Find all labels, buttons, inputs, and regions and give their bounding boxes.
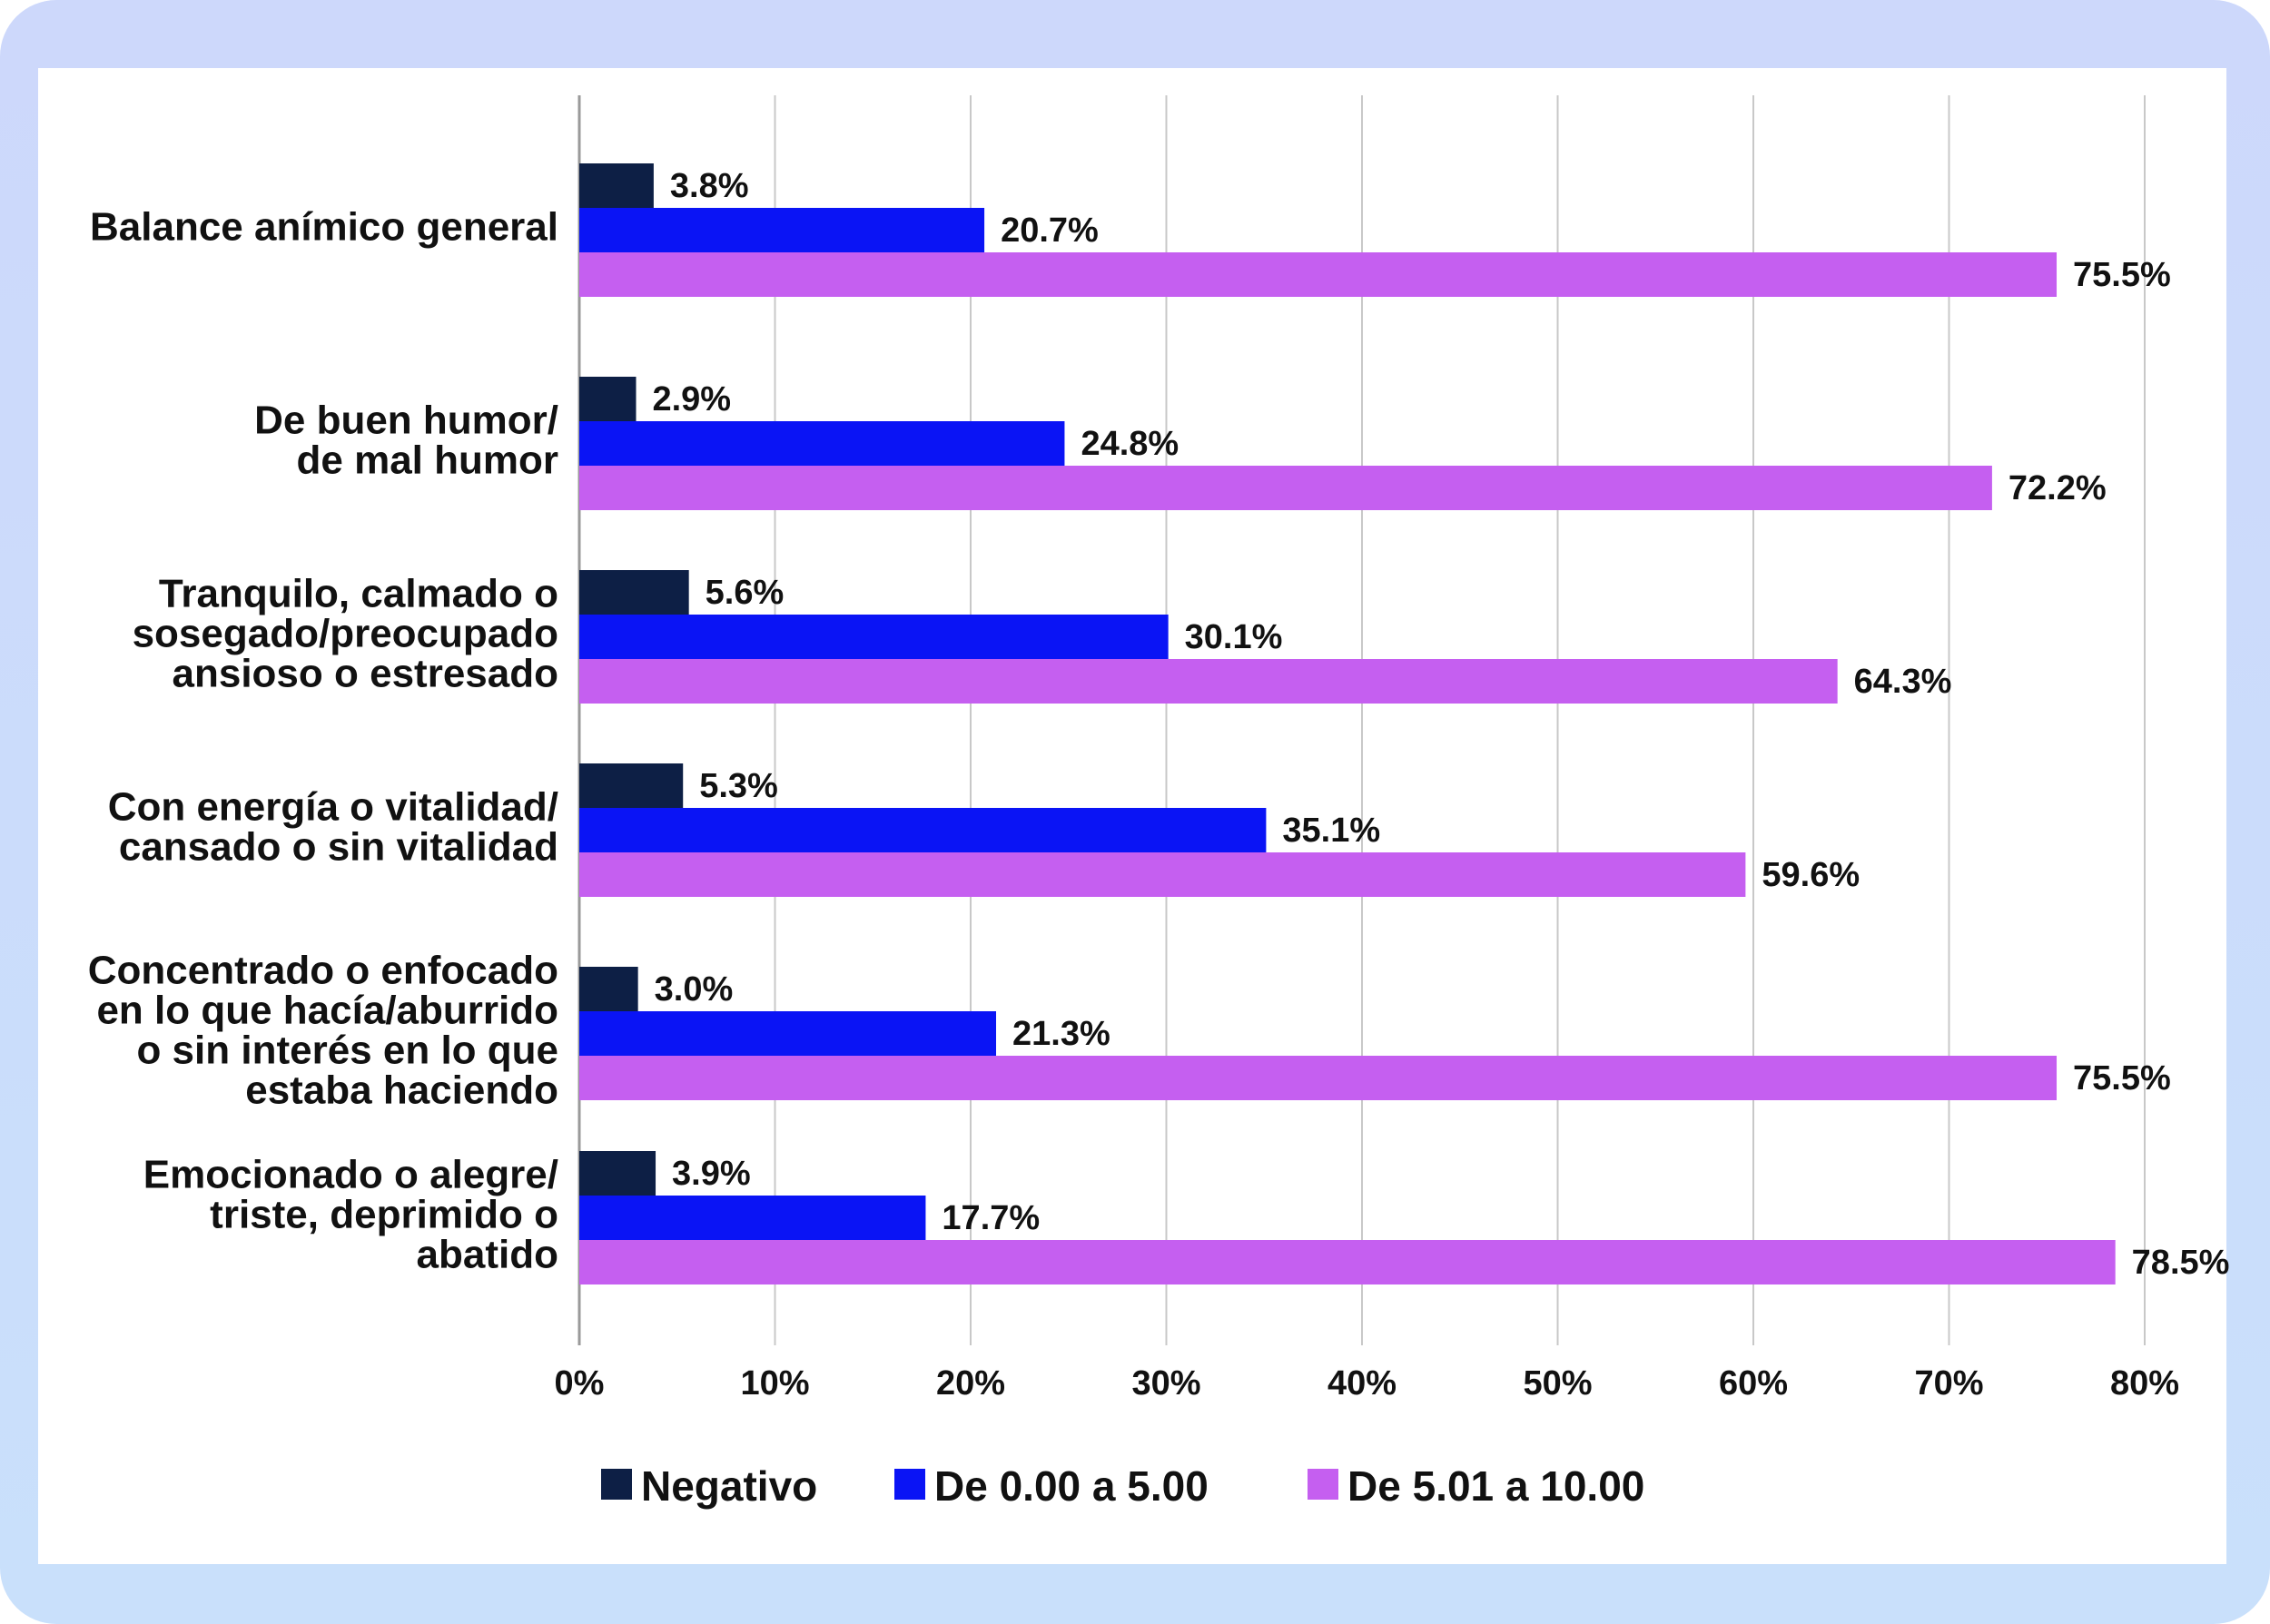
x-tick-label: 60%: [1719, 1364, 1788, 1403]
x-axis-ticks: 0% 10% 20% 30% 40% 50% 60% 70% 80%: [555, 1364, 2179, 1403]
x-tick-label: 0%: [555, 1364, 605, 1403]
bar: [579, 377, 637, 421]
gridlines: [577, 95, 2146, 1345]
bar: [579, 1151, 656, 1196]
category-labels: Balance anímico general De buen humor/de …: [88, 205, 558, 1277]
legend-swatch: [894, 1469, 925, 1500]
data-label: 5.3%: [699, 767, 778, 805]
x-tick-label: 10%: [740, 1364, 809, 1403]
bar: [579, 967, 638, 1011]
bar: [579, 1196, 926, 1240]
category-label: Balance anímico general: [90, 205, 558, 250]
data-label: 24.8%: [1081, 425, 1179, 463]
bars: [579, 163, 2116, 1284]
bar: [579, 421, 1065, 466]
bar: [579, 852, 1746, 897]
legend: Negativo De 0.00 a 5.00 De 5.01 a 10.00: [601, 1462, 1644, 1510]
data-label: 72.2%: [2008, 469, 2107, 507]
data-label: 64.3%: [1854, 663, 1952, 701]
bar: [579, 763, 684, 808]
data-label: 2.9%: [652, 380, 731, 418]
x-tick-label: 20%: [936, 1364, 1005, 1403]
bar: [579, 570, 689, 615]
data-label: 75.5%: [2073, 256, 2171, 294]
legend-label: De 5.01 a 10.00: [1347, 1462, 1644, 1510]
data-label: 5.6%: [706, 574, 785, 612]
data-label: 35.1%: [1282, 812, 1380, 850]
bar: [579, 208, 985, 252]
x-tick-label: 80%: [2110, 1364, 2179, 1403]
bar: [579, 466, 1992, 510]
data-label: 3.9%: [672, 1155, 751, 1193]
legend-swatch: [1308, 1469, 1338, 1500]
bar: [579, 252, 2058, 297]
data-label: 78.5%: [2132, 1244, 2230, 1282]
legend-label: De 0.00 a 5.00: [934, 1462, 1209, 1510]
x-tick-label: 40%: [1327, 1364, 1397, 1403]
legend-swatch: [601, 1469, 632, 1500]
data-label: 20.7%: [1001, 212, 1099, 250]
data-label: 17.7%: [942, 1199, 1040, 1237]
bar: [579, 1011, 997, 1056]
data-labels: 3.8% 2.9% 5.6% 5.3% 3.0% 3.9% 20.7% 24.8% 30.1% 3…: [652, 167, 2229, 1282]
x-tick-label: 30%: [1131, 1364, 1200, 1403]
category-label: Concentrado o enfocado en lo que hacía/ab…: [88, 949, 558, 1113]
category-label: Tranquilo, calmado o sosegado/preocupado a…: [133, 572, 558, 696]
category-label: Con energía o vitalidad/cansado o sin vi…: [108, 785, 558, 870]
data-label: 3.8%: [670, 167, 749, 205]
x-tick-label: 50%: [1523, 1364, 1592, 1403]
data-label: 30.1%: [1185, 618, 1283, 656]
bar: [579, 615, 1169, 659]
bar: [579, 1056, 2058, 1100]
bar: [579, 163, 654, 208]
data-label: 59.6%: [1762, 856, 1860, 894]
legend-label: Negativo: [641, 1462, 817, 1510]
category-label: De buen humor/de mal humor: [254, 399, 558, 483]
bar: [579, 659, 1838, 704]
bar: [579, 808, 1267, 852]
data-label: 3.0%: [655, 970, 734, 1009]
data-label: 21.3%: [1012, 1015, 1110, 1053]
x-tick-label: 70%: [1914, 1364, 1983, 1403]
bar: [579, 1240, 2116, 1284]
data-label: 75.5%: [2073, 1059, 2171, 1097]
